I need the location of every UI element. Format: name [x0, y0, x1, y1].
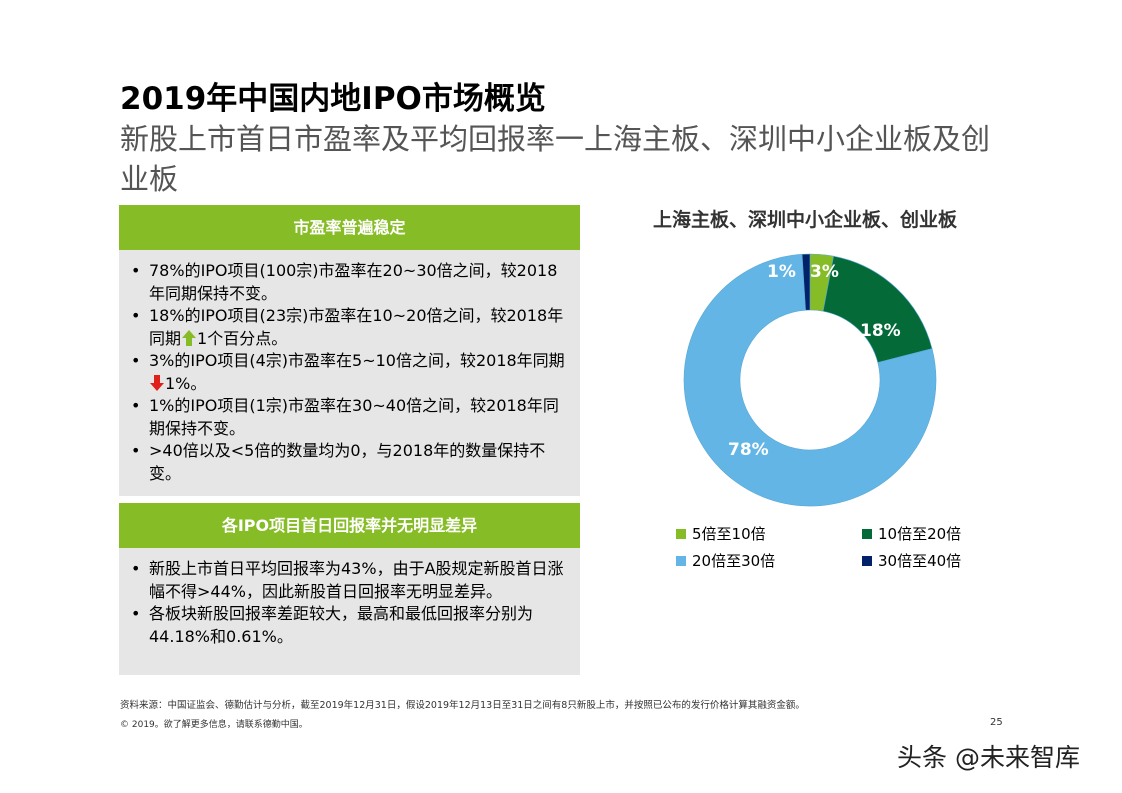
donut-label-5-10: 3%	[810, 262, 839, 282]
panel-pe-stable-body: 78%的IPO项目(100宗)市盈率在20~30倍之间，较2018年同期保持不变…	[119, 250, 580, 496]
bullet-item: 各板块新股回报率差距较大，最高和最低回报率分别为44.18%和0.61%。	[129, 603, 566, 648]
bullet-item: 新股上市首日平均回报率为43%，由于A股规定新股首日涨幅不得>44%，因此新股首…	[129, 558, 566, 603]
return-bullet-list: 新股上市首日平均回报率为43%，由于A股规定新股首日涨幅不得>44%，因此新股首…	[129, 558, 566, 648]
legend-swatch	[862, 555, 872, 566]
page-subtitle: 新股上市首日市盈率及平均回报率一上海主板、深圳中小企业板及创业板	[120, 122, 991, 196]
bullet-item: >40倍以及<5倍的数量均为0，与2018年的数量保持不变。	[129, 440, 566, 485]
arrow-up-icon	[182, 329, 197, 346]
pe-bullet-list: 78%的IPO项目(100宗)市盈率在20~30倍之间，较2018年同期保持不变…	[129, 260, 566, 485]
watermark: 头条 @未来智库	[897, 743, 1080, 772]
arrow-down-icon	[150, 374, 164, 391]
bullet-item: 18%的IPO项目(23宗)市盈率在10~20倍之间，较2018年同期1个百分点…	[129, 305, 566, 350]
page-number: 25	[990, 717, 1003, 728]
legend-item-30-40: 30倍至40倍	[862, 550, 961, 571]
panel-return-heading: 各IPO项目首日回报率并无明显差异	[119, 503, 580, 548]
donut-chart: 3% 18% 78% 1%	[682, 252, 938, 508]
panel-pe-stable-heading: 市盈率普遍稳定	[119, 205, 580, 250]
bullet-item: 1%的IPO项目(1宗)市盈率在30~40倍之间，较2018年同期保持不变。	[129, 395, 566, 440]
legend-item-10-20: 10倍至20倍	[862, 523, 961, 544]
panel-return-body: 新股上市首日平均回报率为43%，由于A股规定新股首日涨幅不得>44%，因此新股首…	[119, 548, 580, 675]
legend-item-20-30: 20倍至30倍	[676, 550, 775, 571]
page-title: 2019年中国内地IPO市场概览	[120, 81, 546, 117]
donut-label-20-30: 78%	[728, 440, 769, 460]
legend-swatch	[676, 555, 686, 566]
donut-segment	[801, 253, 811, 311]
copyright: © 2019。欲了解更多信息，请联系德勤中国。	[120, 720, 308, 730]
legend-item-5-10: 5倍至10倍	[676, 523, 766, 544]
donut-label-30-40: 1%	[767, 262, 796, 282]
source-note: 资料来源：中国证监会、德勤估计与分析，截至2019年12月31日，假设2019年…	[120, 700, 805, 711]
donut-label-10-20: 18%	[860, 321, 901, 341]
bullet-item: 78%的IPO项目(100宗)市盈率在20~30倍之间，较2018年同期保持不变…	[129, 260, 566, 305]
bullet-item: 3%的IPO项目(4宗)市盈率在5~10倍之间，较2018年同期1%。	[129, 350, 566, 395]
legend-swatch	[862, 528, 872, 539]
legend-swatch	[676, 528, 686, 539]
donut-svg	[683, 253, 937, 507]
donut-segment	[822, 255, 933, 363]
donut-segment	[683, 253, 937, 507]
chart-title: 上海主板、深圳中小企业板、创业板	[652, 209, 957, 231]
